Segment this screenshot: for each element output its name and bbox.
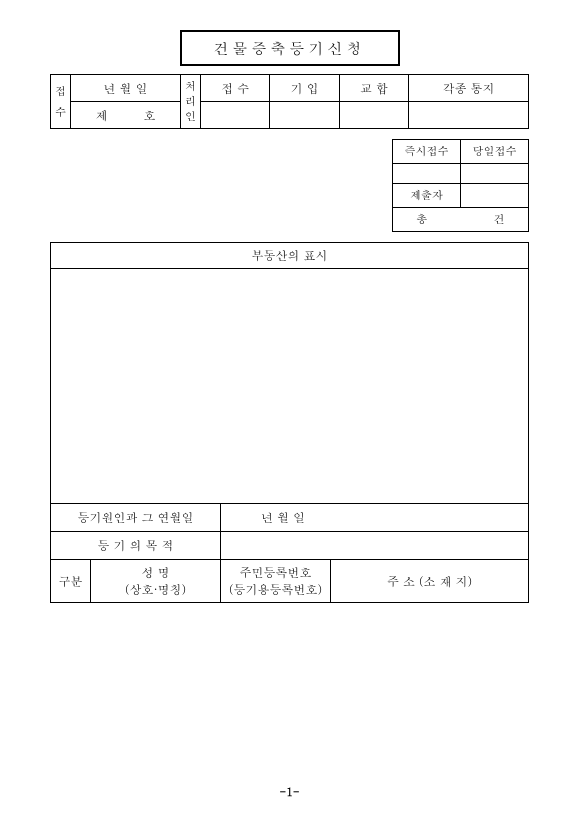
- address-column: 주 소 (소 재 지): [331, 560, 529, 603]
- cell-entry-blank: [270, 102, 339, 129]
- division-label: 구분: [51, 560, 91, 603]
- instant-blank: [393, 164, 461, 184]
- reg-cause-label: 등기원인과 그 연월일: [51, 504, 221, 532]
- total-label: 총: [417, 212, 428, 227]
- col-receipt: 접 수: [201, 75, 270, 102]
- je-label: 제: [96, 107, 108, 124]
- proc-label-1: 처: [183, 79, 198, 94]
- date-header: 년 월 일: [71, 75, 181, 102]
- doc-number: 제 호: [71, 102, 181, 129]
- count-label: 건: [493, 212, 504, 227]
- sameday-blank: [461, 164, 529, 184]
- cell-notice-blank: [409, 102, 529, 129]
- proc-label-3: 인: [183, 109, 198, 124]
- cell-verify-blank: [339, 102, 408, 129]
- property-display-header: 부동산의 표시: [51, 243, 529, 269]
- reg-purpose-blank: [221, 532, 529, 560]
- col-notice: 각종 통지: [409, 75, 529, 102]
- instant-receipt: 즉시접수: [393, 140, 461, 164]
- property-display-body: [51, 269, 529, 504]
- sameday-receipt: 당일접수: [461, 140, 529, 164]
- cell-receipt-blank: [201, 102, 270, 129]
- submitter-label: 제출자: [393, 184, 461, 208]
- reg-cause-date: 년 월 일: [221, 504, 529, 532]
- main-table: 부동산의 표시 등기원인과 그 연월일 년 월 일 등 기 의 목 적 구분 성…: [50, 242, 529, 603]
- name-line2: (상호·명칭): [93, 581, 218, 598]
- title-text: 건물증축등기신청: [214, 38, 366, 59]
- jumin-line1: 주민등록번호: [223, 564, 328, 581]
- reg-purpose-label: 등 기 의 목 적: [51, 532, 221, 560]
- recv-label-2: 수: [53, 105, 68, 120]
- total-count: 총 건: [393, 208, 529, 232]
- side-table: 즉시접수 당일접수 제출자 총 건: [392, 139, 529, 232]
- recv-label-1: 접: [53, 84, 68, 99]
- name-column: 성 명 (상호·명칭): [91, 560, 221, 603]
- proc-label-2: 리: [183, 94, 198, 109]
- reception-table: 접 수 년 월 일 처 리 인 접 수 기 입 교 합 각종 통지 제 호: [50, 74, 529, 129]
- jumin-line2: (등기용등록번호): [223, 581, 328, 598]
- page-number: -1-: [0, 785, 579, 800]
- jumin-column: 주민등록번호 (등기용등록번호): [221, 560, 331, 603]
- submitter-blank: [461, 184, 529, 208]
- col-verify: 교 합: [339, 75, 408, 102]
- col-entry: 기 입: [270, 75, 339, 102]
- document-title: 건물증축등기신청: [180, 30, 400, 66]
- name-line1: 성 명: [93, 564, 218, 581]
- ho-label: 호: [143, 107, 155, 124]
